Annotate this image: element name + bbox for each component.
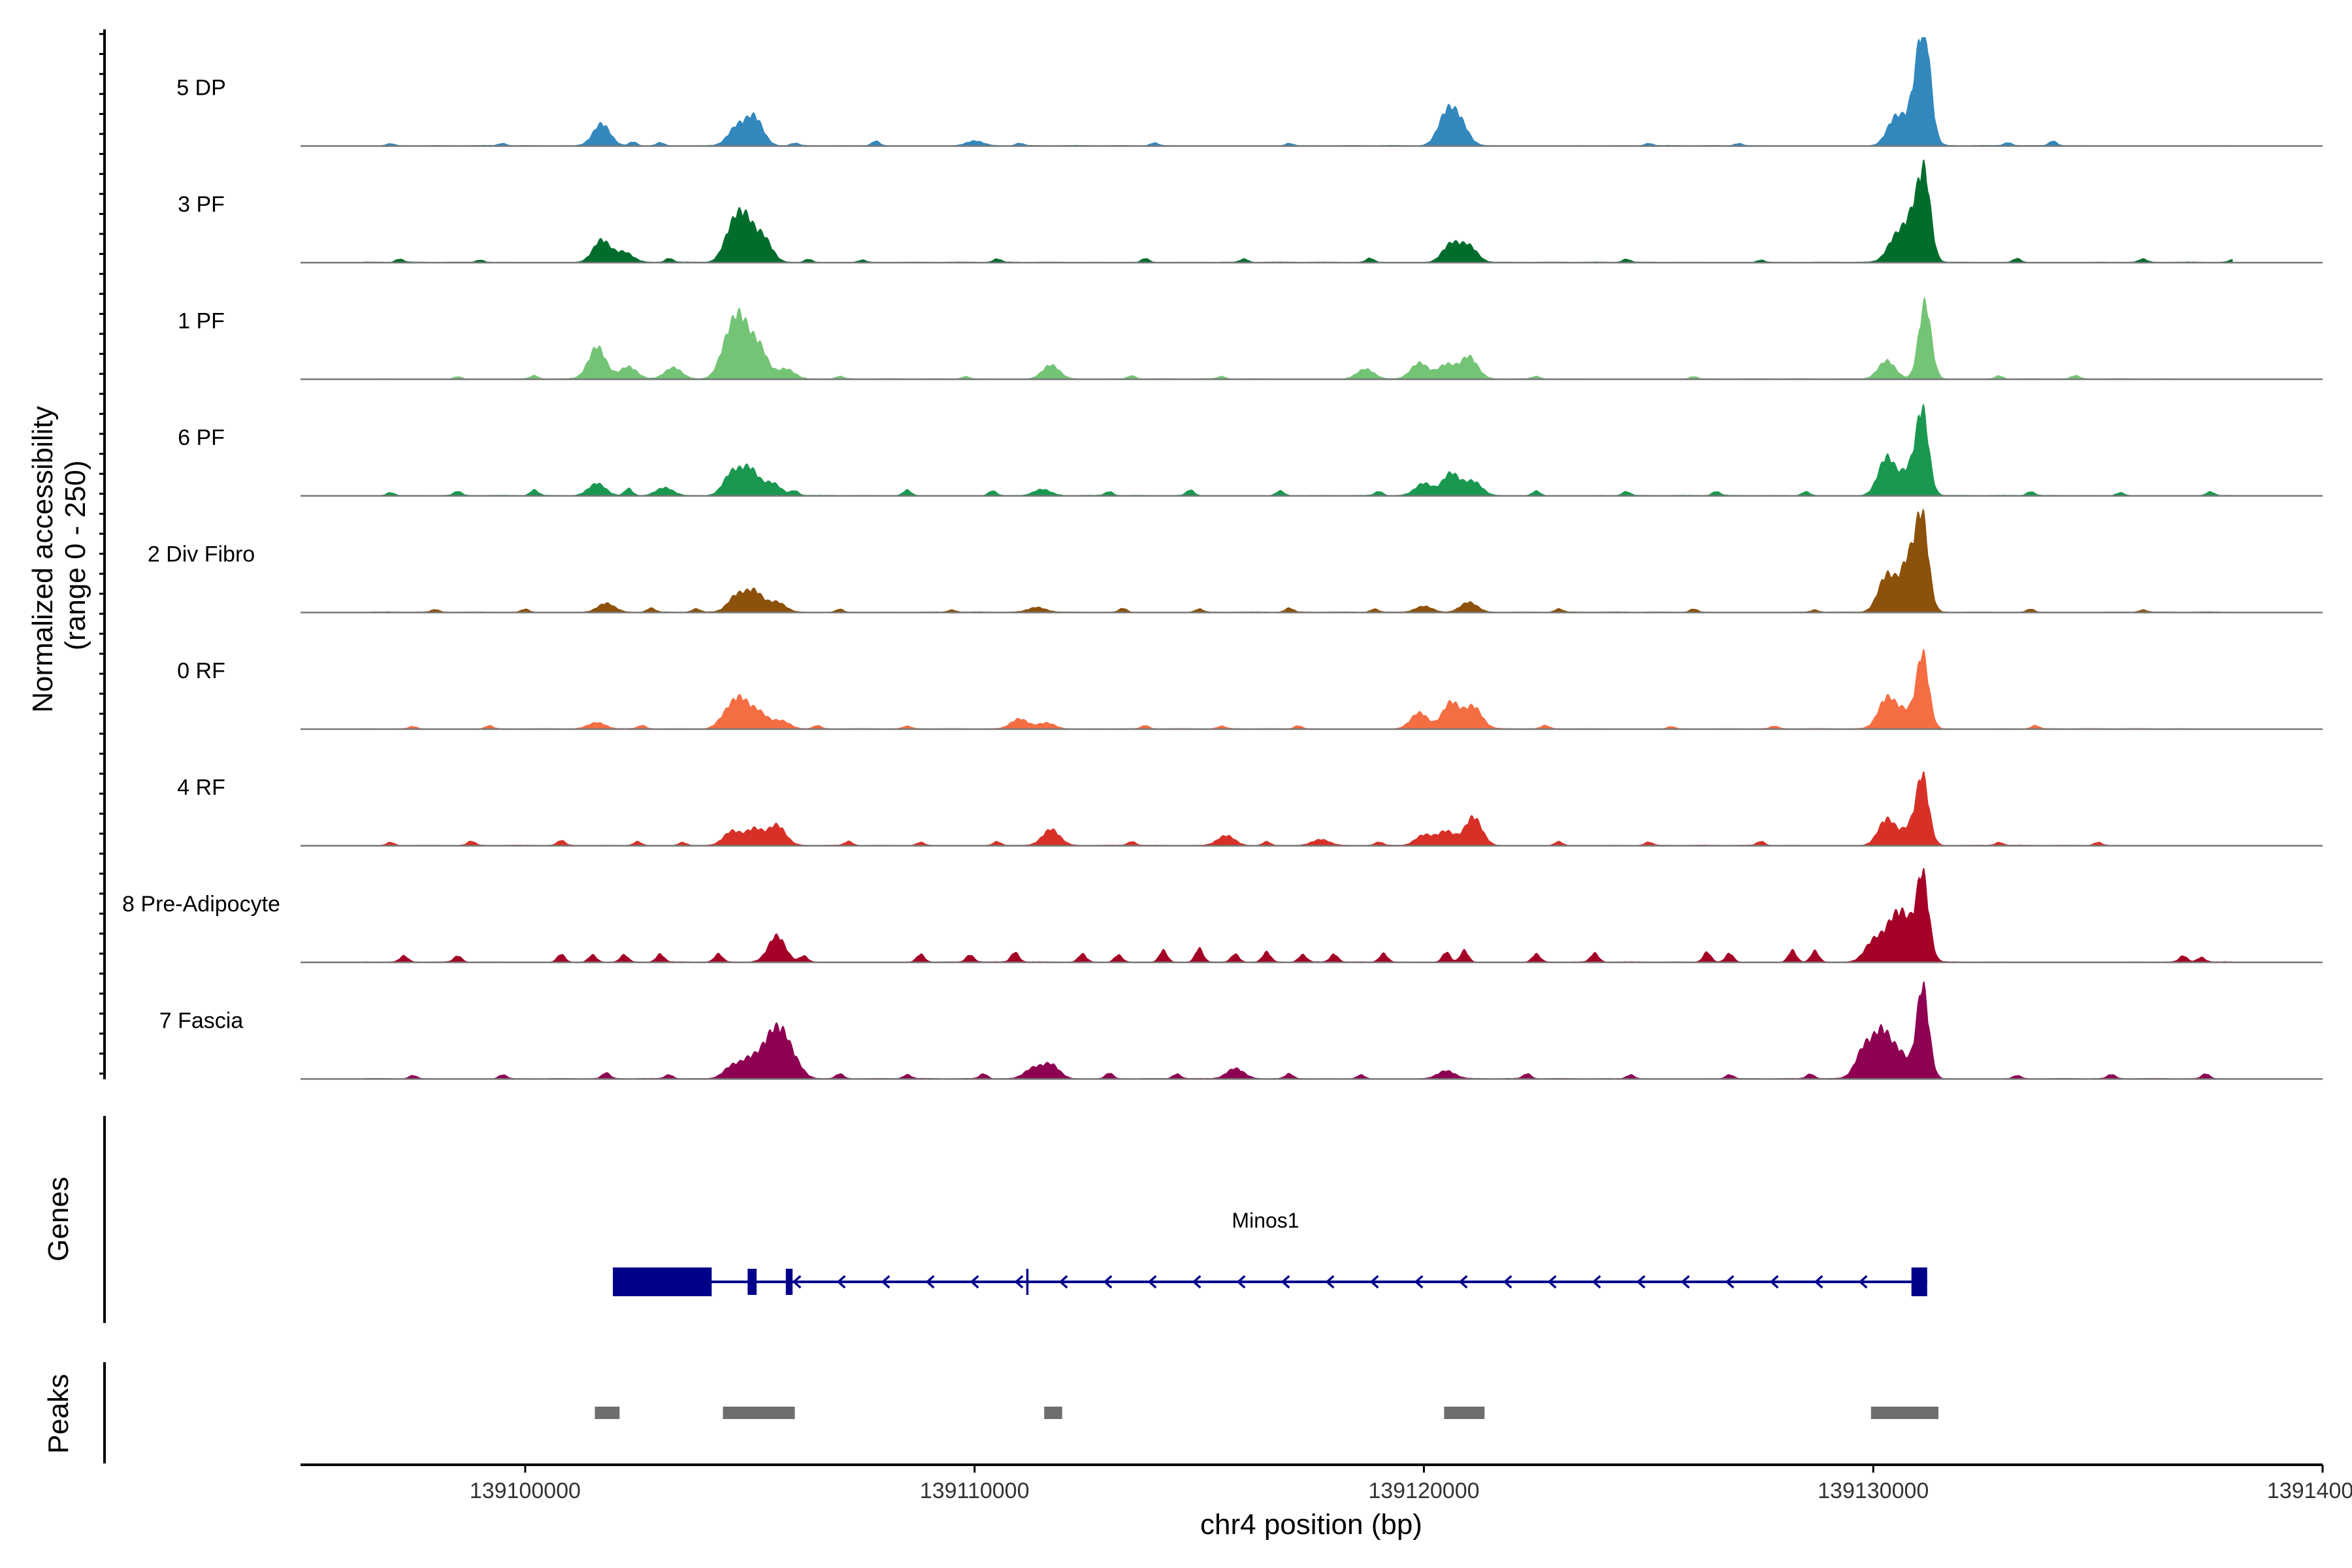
strand-arrow-15	[1414, 1275, 1424, 1289]
track-7: 8 Pre-Adipocyte	[122, 868, 2323, 964]
track-0: 5 DP	[176, 37, 2323, 147]
y-axis-title-line-1: Normalized accessibility	[27, 406, 59, 712]
coverage-tracks: 5 DP 3 PF 1 PF 6 PF 2 Div Fibro 0 RF 4 RF 8 Pre…	[122, 37, 2323, 1080]
peak-region-4	[1870, 1407, 1938, 1419]
coverage-y-axis-ticks	[99, 33, 105, 1075]
strand-arrow-12	[1281, 1275, 1290, 1289]
coverage-area-1	[363, 159, 2233, 263]
strand-arrow-3	[881, 1275, 890, 1289]
track-label-8: 7 Fascia	[159, 1009, 244, 1034]
strand-arrow-11	[1236, 1275, 1246, 1289]
track-label-0: 5 DP	[176, 76, 226, 101]
strand-arrow-19	[1592, 1275, 1601, 1289]
strand-arrow-25	[1858, 1275, 1868, 1289]
gene-exon-3	[1026, 1269, 1029, 1295]
strand-arrow-1	[792, 1275, 802, 1289]
y-axis-title: Normalized accessibility (range 0 - 250)	[27, 398, 91, 713]
x-axis-title: chr4 position (bp)	[1200, 1509, 1422, 1541]
x-tick-label-2: 139120000	[1368, 1478, 1479, 1503]
strand-arrow-4	[925, 1275, 935, 1289]
peak-region-1	[723, 1407, 795, 1419]
peaks-panel-title: Peaks	[42, 1374, 74, 1454]
gene-name-label: Minos1	[1232, 1209, 1299, 1232]
track-label-2: 1 PF	[178, 309, 225, 334]
peak-region-2	[1044, 1407, 1062, 1419]
track-label-3: 6 PF	[178, 425, 225, 450]
gene-exon-1	[747, 1269, 757, 1295]
strand-arrow-6	[1014, 1275, 1024, 1289]
strand-arrow-20	[1636, 1275, 1646, 1289]
peak-regions	[595, 1407, 1938, 1419]
coverage-area-2	[363, 296, 2233, 380]
strand-arrow-24	[1814, 1275, 1823, 1289]
strand-arrow-9	[1147, 1275, 1157, 1289]
track-3: 6 PF	[178, 403, 2323, 497]
gene-exon-4	[1911, 1267, 1927, 1296]
x-tick-label-4: 139140000	[2267, 1478, 2352, 1503]
track-8: 7 Fascia	[159, 981, 2323, 1080]
genes-panel-title: Genes	[42, 1177, 74, 1262]
track-4: 2 Div Fibro	[148, 508, 2323, 613]
track-1: 3 PF	[178, 159, 2323, 264]
track-6: 4 RF	[177, 771, 2323, 847]
strand-arrow-2	[836, 1275, 846, 1289]
x-tick-label-3: 139130000	[1818, 1478, 1929, 1503]
strand-arrow-13	[1325, 1275, 1335, 1289]
gene-exon-0	[613, 1267, 712, 1296]
track-label-4: 2 Div Fibro	[148, 542, 255, 567]
track-label-5: 0 RF	[177, 659, 225, 683]
peak-region-0	[595, 1407, 620, 1419]
x-tick-label-0: 139100000	[470, 1478, 581, 1503]
track-label-1: 3 PF	[178, 192, 225, 217]
strand-arrow-23	[1769, 1275, 1779, 1289]
strand-arrow-16	[1458, 1275, 1468, 1289]
strand-arrow-5	[970, 1275, 979, 1289]
strand-arrow-7	[1058, 1275, 1068, 1289]
strand-arrow-8	[1103, 1275, 1113, 1289]
x-axis-ticks: 139100000 139110000 139120000 139130000 1391…	[470, 1465, 2352, 1503]
strand-arrow-10	[1192, 1275, 1201, 1289]
strand-arrow-17	[1503, 1275, 1512, 1289]
x-tick-label-1: 139110000	[920, 1478, 1030, 1503]
peak-region-3	[1444, 1407, 1485, 1419]
gene-exon-2	[785, 1269, 793, 1295]
track-label-7: 8 Pre-Adipocyte	[122, 892, 280, 917]
y-axis-title-line-2: (range 0 - 250)	[59, 460, 91, 650]
track-2: 1 PF	[178, 296, 2323, 380]
track-label-6: 4 RF	[177, 776, 225, 800]
gene-annotation	[613, 1267, 1927, 1296]
strand-arrow-18	[1547, 1275, 1557, 1289]
track-5: 0 RF	[177, 649, 2323, 730]
strand-arrow-14	[1369, 1275, 1379, 1289]
strand-arrow-21	[1680, 1275, 1690, 1289]
strand-arrow-22	[1725, 1275, 1735, 1289]
